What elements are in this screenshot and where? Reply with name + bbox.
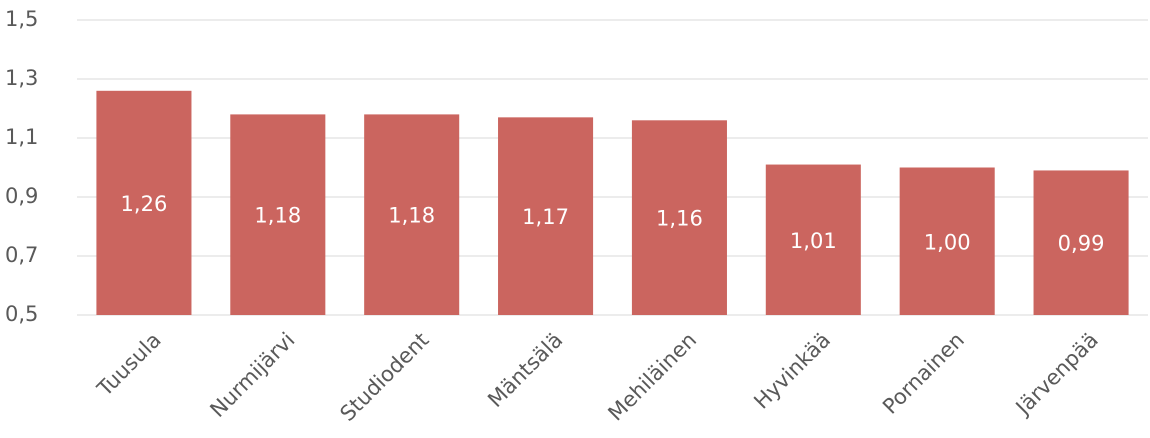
y-tick-label: 1,3 xyxy=(5,66,38,90)
data-label: 0,99 xyxy=(1058,232,1105,256)
y-tick-label: 0,5 xyxy=(5,302,38,326)
bar xyxy=(899,167,995,315)
data-label: 1,17 xyxy=(522,205,569,229)
data-label: 1,18 xyxy=(388,204,435,228)
bar xyxy=(631,120,727,315)
data-label: 1,01 xyxy=(790,229,837,253)
bar xyxy=(364,114,460,316)
y-tick-label: 0,7 xyxy=(5,243,38,267)
bar xyxy=(1033,170,1129,315)
bar xyxy=(765,164,861,315)
y-tick-label: 1,5 xyxy=(5,7,38,31)
y-tick-label: 1,1 xyxy=(5,125,38,149)
y-tick-label: 0,9 xyxy=(5,184,38,208)
x-tick-label: Mäntsälä xyxy=(483,328,567,412)
x-tick-label: Nurmijärvi xyxy=(205,328,299,422)
data-label: 1,00 xyxy=(924,230,971,254)
bar xyxy=(96,90,192,315)
bar xyxy=(230,114,326,316)
data-label: 1,18 xyxy=(254,204,301,228)
bar xyxy=(498,117,594,315)
x-tick-label: Mehiläinen xyxy=(603,328,701,426)
data-label: 1,16 xyxy=(656,207,703,231)
x-tick-label: Järvenpää xyxy=(1010,328,1103,421)
x-tick-label: Studiodent xyxy=(335,328,433,426)
x-tick-label: Tuusula xyxy=(92,328,166,402)
data-label: 1,26 xyxy=(121,192,168,216)
x-tick-label: Hyvinkää xyxy=(749,328,835,414)
x-tick-label: Pornainen xyxy=(878,328,969,419)
